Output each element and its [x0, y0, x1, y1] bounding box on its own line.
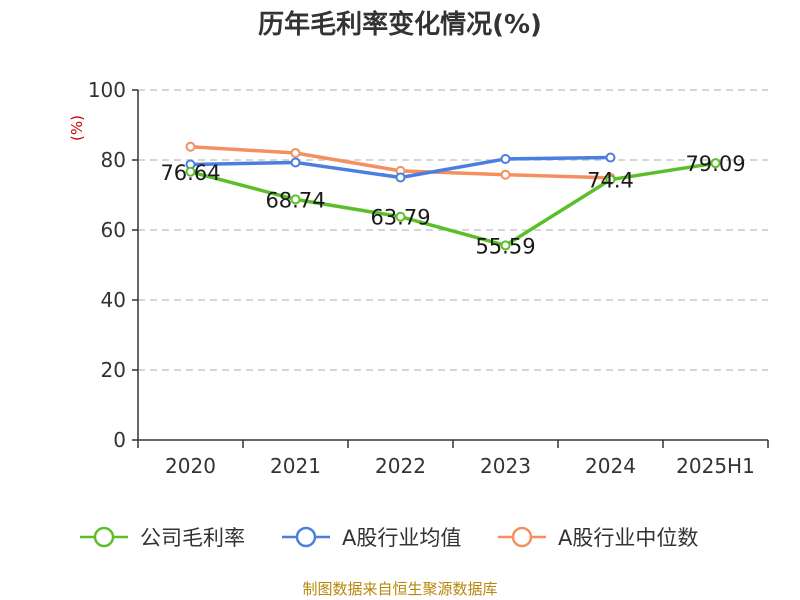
- data-point-3: [185, 141, 196, 152]
- data-point-2: [395, 172, 406, 183]
- y-tick-label: 20: [101, 358, 126, 382]
- data-point-1: [605, 174, 616, 185]
- x-tick-label: 2025H1: [676, 454, 755, 478]
- x-tick-label: 2024: [585, 454, 636, 478]
- data-point-1: [500, 240, 511, 251]
- data-label: 76.64: [160, 161, 220, 185]
- y-tick-label: 40: [101, 288, 126, 312]
- data-label: 68.74: [265, 188, 325, 212]
- data-label: 63.79: [370, 206, 430, 230]
- chart-title: 历年毛利率变化情况(%): [258, 10, 542, 40]
- data-point-2: [500, 153, 511, 164]
- data-point-3: [500, 169, 511, 180]
- y-tick-label: 80: [101, 148, 126, 172]
- x-tick-label: 2021: [270, 454, 321, 478]
- legend-marker: [93, 526, 115, 548]
- data-label: 55.59: [475, 234, 535, 258]
- y-axis-label: (%): [68, 115, 86, 141]
- data-label: 74.4: [587, 169, 634, 193]
- data-point-1: [710, 158, 721, 169]
- data-point-3: [290, 148, 301, 158]
- y-tick-label: 100: [88, 78, 126, 102]
- x-tick-label: 2022: [375, 454, 426, 478]
- data-label: 79.09: [685, 152, 745, 176]
- data-point-2: [605, 152, 616, 163]
- y-tick-label: 60: [101, 218, 126, 242]
- data-point-1: [395, 211, 406, 222]
- legend-marker: [295, 526, 317, 548]
- data-point-1: [185, 166, 196, 177]
- legend-marker: [511, 526, 533, 548]
- series-line-1: [190, 161, 716, 248]
- legend-label: A股行业中位数: [558, 526, 698, 550]
- x-tick-label: 2023: [480, 454, 531, 478]
- data-point-2: [290, 157, 301, 168]
- legend-label: 公司毛利率: [140, 526, 245, 550]
- source-note: 制图数据来自恒生聚源数据库: [302, 580, 498, 598]
- legend-label: A股行业均值: [342, 526, 461, 550]
- x-tick-label: 2020: [165, 454, 216, 478]
- y-tick-label: 0: [113, 428, 126, 452]
- data-point-1: [290, 194, 301, 205]
